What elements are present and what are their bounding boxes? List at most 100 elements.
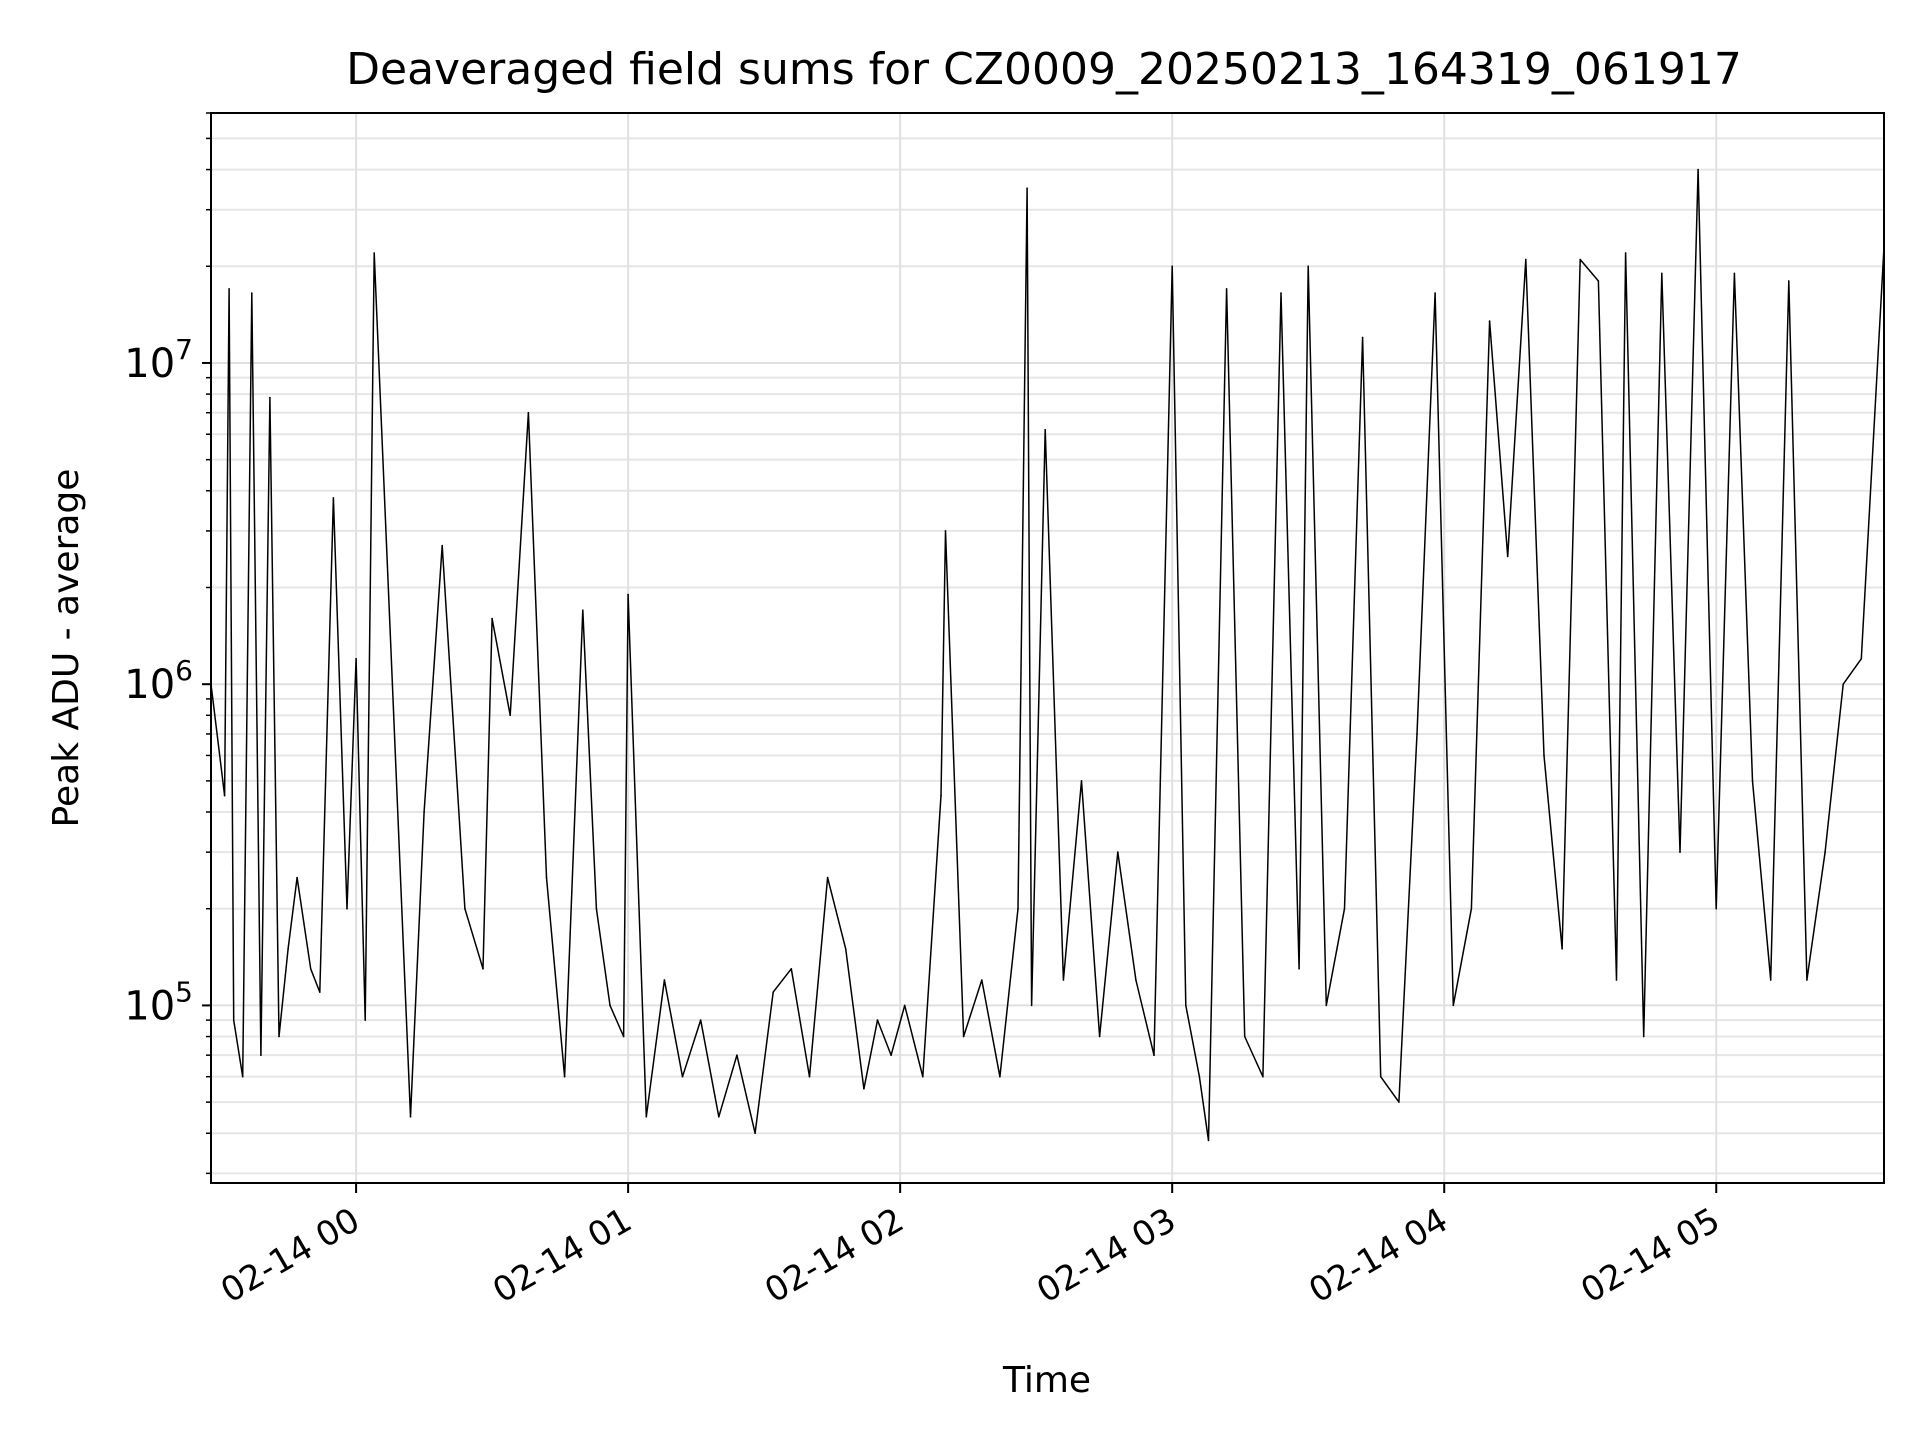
data-point (319, 991, 321, 993)
data-point (718, 1116, 720, 1118)
data-point (228, 288, 230, 290)
data-point (269, 396, 271, 399)
data-point (346, 907, 348, 910)
data-point (409, 1116, 412, 1118)
data-point (1615, 979, 1618, 981)
data-point (1080, 780, 1083, 782)
data-point (1398, 1101, 1400, 1103)
data-point (1098, 1035, 1101, 1038)
data-point (1769, 979, 1772, 981)
data-point (1597, 280, 1600, 282)
data-point (1842, 683, 1844, 685)
x-axis-label: Time (1002, 1360, 1091, 1401)
data-point (1343, 907, 1346, 910)
data-point (622, 1035, 625, 1038)
data-point (1434, 292, 1436, 294)
data-point (482, 968, 484, 970)
data-point (890, 1054, 892, 1056)
data-point (1185, 1004, 1187, 1007)
data-point (251, 292, 253, 294)
data-point (1715, 907, 1717, 910)
series-line (210, 168, 1885, 1142)
data-point (1697, 168, 1699, 171)
y-axis: 105 106 107 (124, 112, 211, 1175)
y-axis-label: Peak ADU - average (46, 469, 87, 828)
data-point (681, 1075, 684, 1078)
data-point (1561, 948, 1563, 950)
data-point (1506, 555, 1509, 558)
data-point (1470, 907, 1473, 910)
data-point (1325, 1004, 1328, 1007)
data-point (645, 1116, 648, 1118)
data-point (981, 979, 983, 981)
data-point (1171, 265, 1173, 268)
data-point (1307, 265, 1309, 268)
data-point (1806, 979, 1808, 981)
data-point (364, 1019, 367, 1021)
data-point (296, 876, 298, 879)
data-point (790, 968, 793, 970)
data-point (1733, 272, 1736, 275)
data-point (808, 1075, 811, 1078)
data-point (1751, 780, 1754, 782)
data-point (609, 1004, 611, 1007)
data-point (1642, 1035, 1645, 1038)
data-point (1860, 658, 1863, 660)
data-point (736, 1054, 738, 1056)
y-tick-label: 106 (124, 654, 193, 708)
plot-area (210, 168, 1885, 1142)
data-point (1026, 187, 1028, 189)
plot-frame (210, 112, 1885, 1184)
data-point (241, 1075, 244, 1078)
data-point (1017, 907, 1019, 910)
data-point (509, 714, 512, 717)
data-point (772, 991, 774, 993)
data-point (663, 979, 666, 981)
data-point (595, 907, 598, 910)
data-point (826, 876, 829, 879)
data-point (1153, 1054, 1155, 1056)
data-point (287, 948, 289, 950)
data-point (1225, 288, 1228, 290)
data-point (260, 1054, 262, 1056)
data-point (1488, 320, 1491, 322)
data-point (1030, 1004, 1033, 1007)
data-point (1543, 754, 1545, 757)
data-point (223, 794, 226, 797)
data-point (944, 530, 947, 532)
data-point (754, 1132, 756, 1134)
data-point (309, 968, 312, 970)
data-point (355, 658, 357, 660)
data-point (1416, 733, 1418, 735)
data-point (1062, 979, 1065, 981)
data-point (491, 617, 493, 620)
data-point (1280, 292, 1282, 294)
data-point (1579, 258, 1581, 261)
data-point (391, 683, 394, 685)
data-point (1624, 252, 1627, 254)
data-point (527, 411, 530, 414)
data-point (1207, 1139, 1210, 1142)
y-tick-label: 105 (124, 975, 193, 1029)
data-point (373, 252, 376, 254)
data-point (1788, 280, 1790, 282)
data-point (1525, 258, 1527, 261)
data-point (999, 1075, 1001, 1078)
data-point (1824, 851, 1826, 853)
data-point (232, 1019, 235, 1021)
data-point (940, 794, 942, 797)
data-point (903, 1004, 906, 1007)
data-point (563, 1075, 566, 1078)
data-point (464, 907, 466, 910)
chart-title: Deaveraged field sums for CZ0009_2025021… (346, 44, 1742, 95)
data-point (699, 1019, 702, 1021)
data-point (1379, 1075, 1382, 1078)
data-point (423, 811, 425, 813)
data-point (876, 1019, 879, 1021)
data-point (922, 1075, 924, 1078)
data-point (1679, 851, 1681, 853)
data-point (1044, 428, 1046, 431)
data-point (332, 497, 335, 499)
